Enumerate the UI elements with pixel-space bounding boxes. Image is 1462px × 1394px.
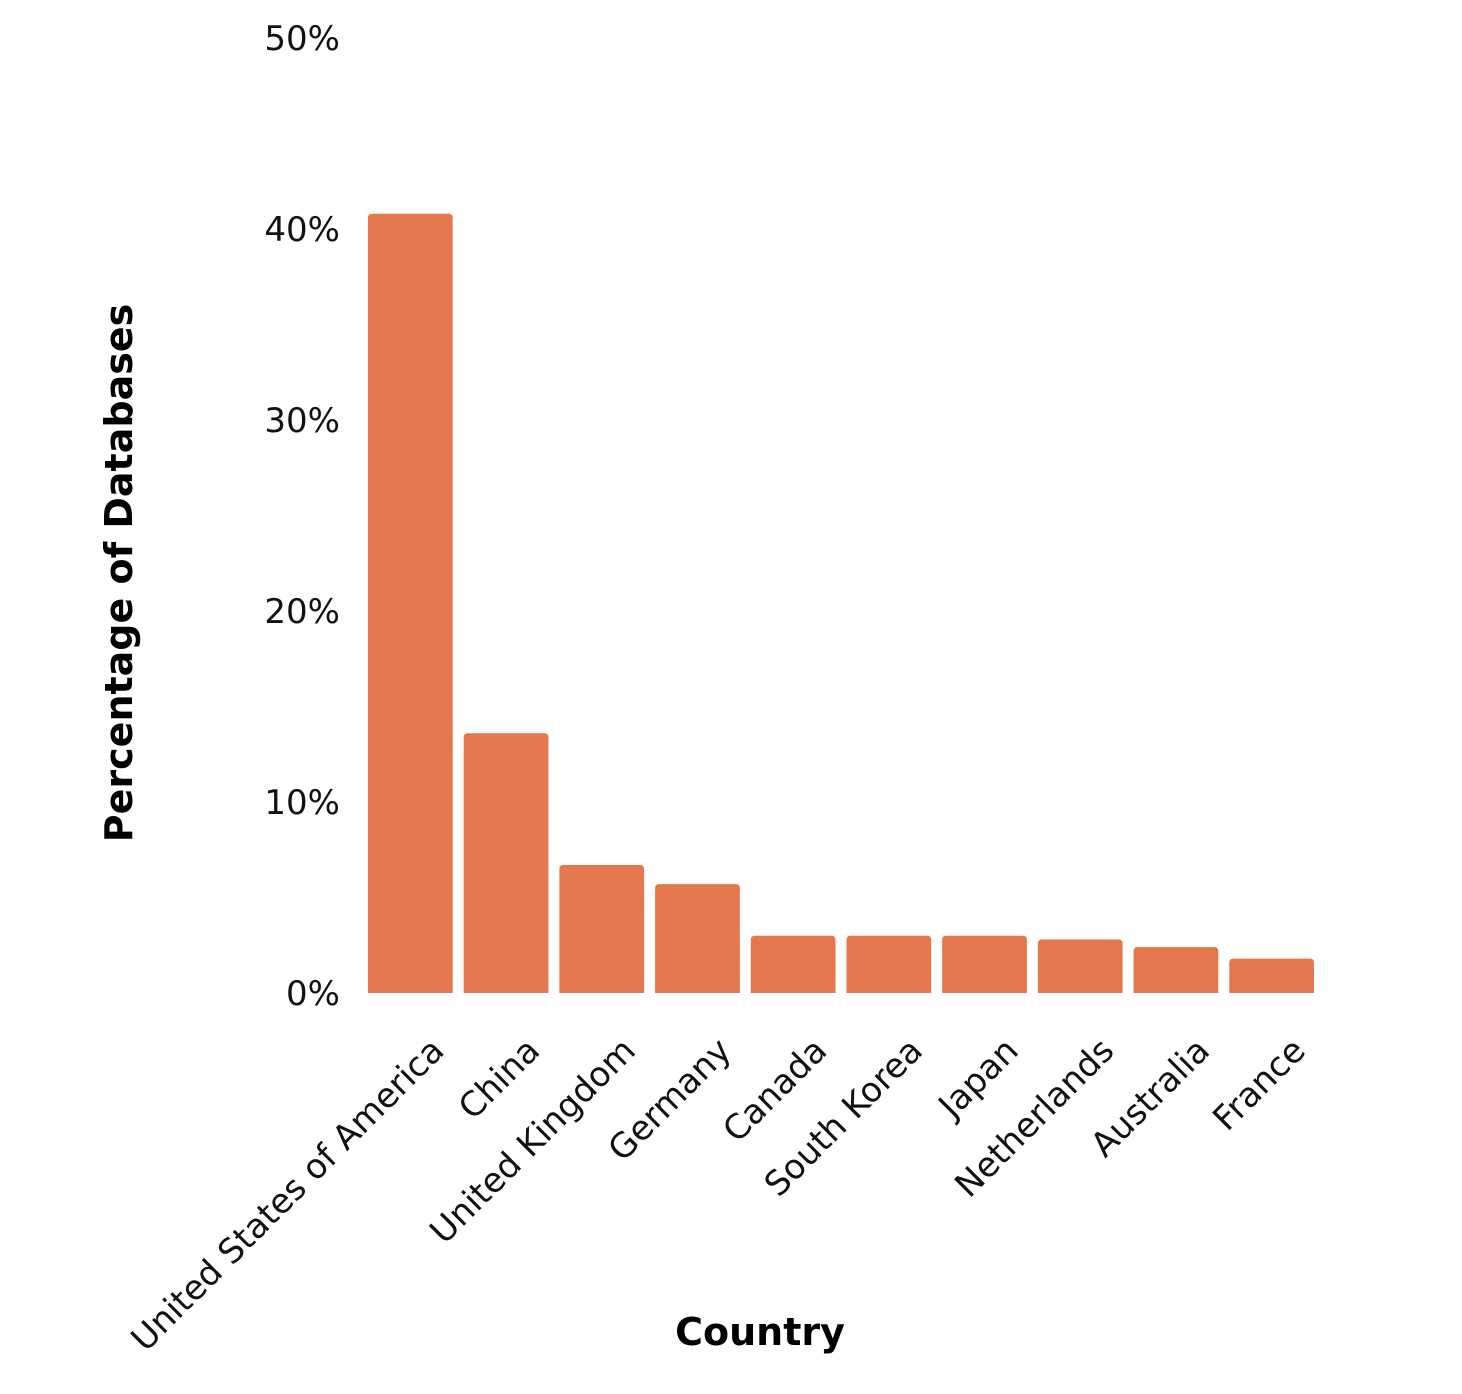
y-tick-label: 20%	[264, 592, 340, 632]
bar	[1229, 958, 1314, 993]
bar	[750, 935, 836, 993]
bar	[846, 935, 932, 993]
bars	[368, 213, 1314, 994]
y-axis-title: Percentage of Databases	[97, 304, 141, 842]
y-axis-ticks: 0% 10% 20% 30% 40% 50%	[264, 19, 340, 1014]
x-axis-title: Country	[675, 1310, 845, 1354]
x-category-label: United States of America	[124, 1031, 453, 1360]
bar	[368, 213, 453, 994]
y-tick-label: 40%	[264, 210, 340, 250]
bar	[1133, 947, 1219, 993]
bar	[1037, 939, 1123, 993]
x-category-label: France	[1205, 1031, 1313, 1139]
bar	[559, 865, 645, 993]
y-tick-label: 10%	[264, 783, 340, 823]
y-tick-label: 0%	[286, 974, 340, 1014]
y-tick-label: 30%	[264, 401, 340, 441]
bar	[463, 733, 549, 993]
bar	[942, 935, 1027, 993]
bar	[655, 884, 740, 993]
y-tick-label: 50%	[264, 19, 340, 59]
